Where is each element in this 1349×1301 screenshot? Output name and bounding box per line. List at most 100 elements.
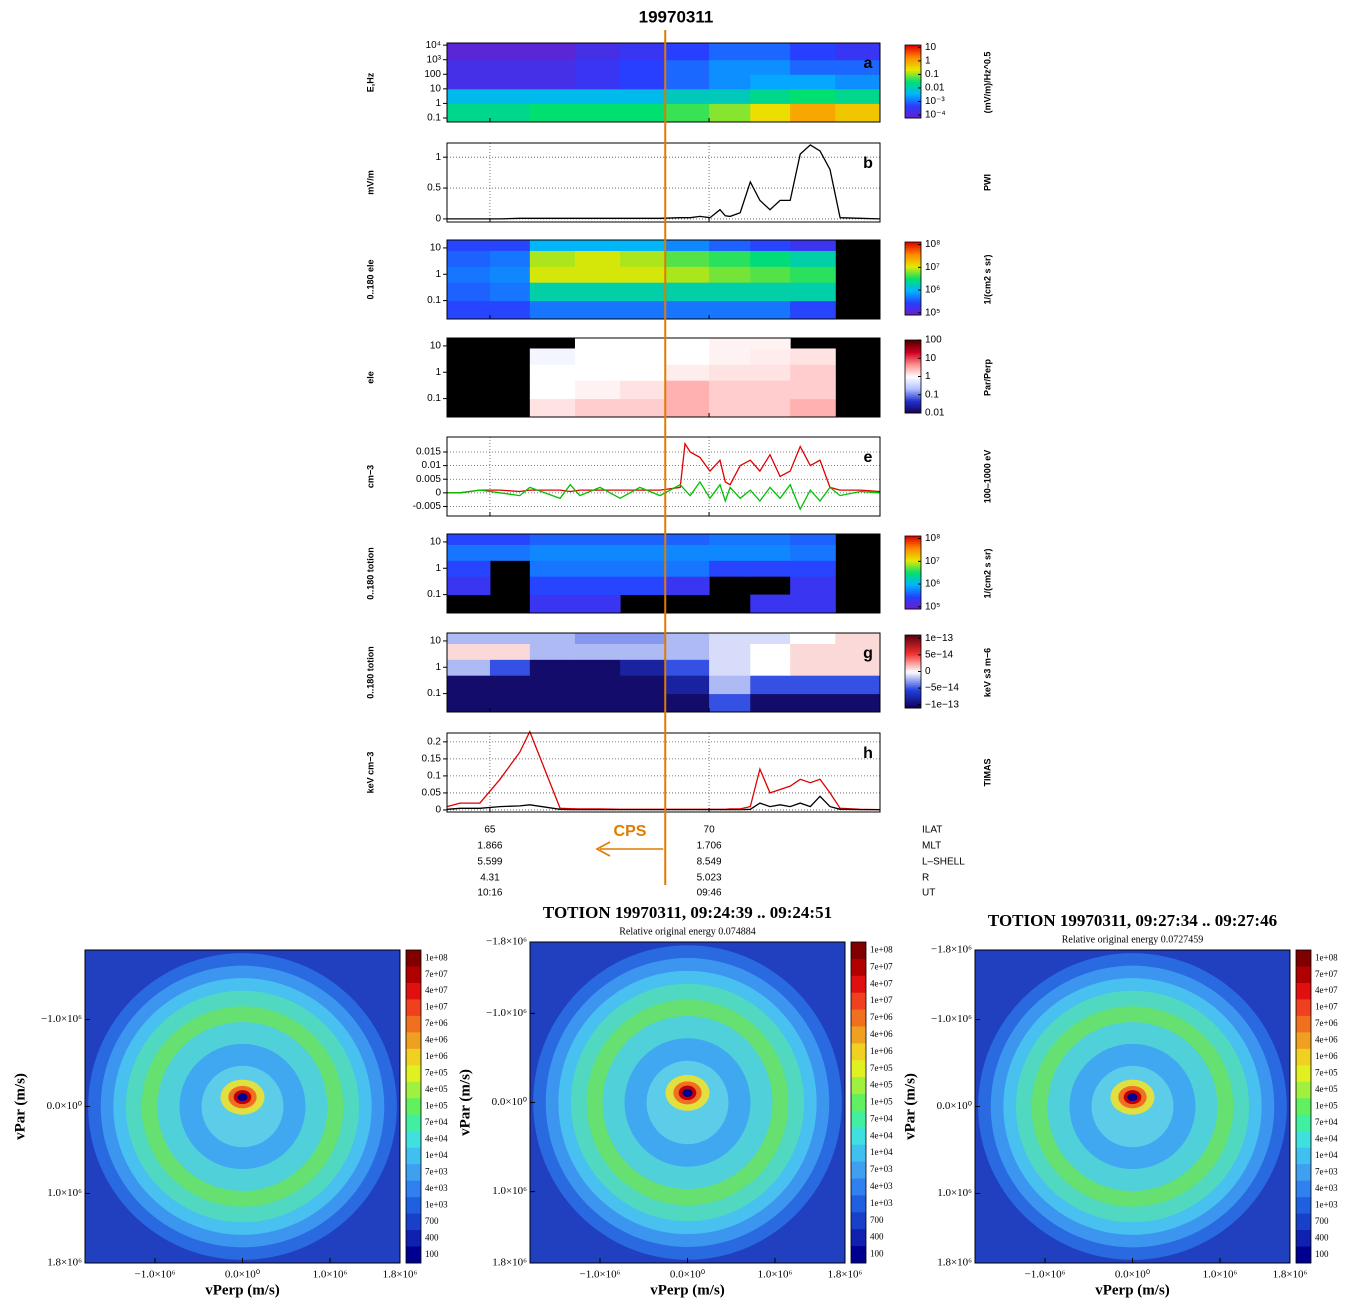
colorbar-level — [851, 1110, 866, 1129]
colorbar-slice — [905, 260, 921, 263]
spectrogram-cell — [750, 74, 791, 90]
x-tick-label: 1.8×10⁶ — [383, 1269, 418, 1281]
colorbar-slice — [905, 282, 921, 285]
colorbar-slice — [905, 695, 921, 698]
x-tick-label: 0.0×10⁰ — [670, 1269, 706, 1281]
spectrogram-cell — [835, 43, 881, 61]
colorbar-slice — [905, 94, 921, 97]
spectrogram-cell — [664, 364, 710, 381]
colorbar-slice — [905, 309, 921, 312]
spectrogram-cell — [835, 74, 881, 90]
colorbar-slice — [905, 642, 921, 645]
y-axis-label: cm−3 — [365, 465, 375, 488]
colorbar-slice — [905, 254, 921, 258]
colorbar-level — [406, 1246, 421, 1264]
colorbar-slice — [905, 398, 921, 401]
spectrogram-cell — [790, 74, 836, 90]
spectrogram-cell — [489, 675, 531, 695]
colorbar-slice — [905, 252, 921, 256]
spectrogram-cell — [709, 300, 751, 320]
y-axis-label: vPar (m/s) — [457, 1069, 473, 1136]
spectrogram-cell — [574, 380, 621, 400]
colorbar-label: 7e+04 — [1315, 1117, 1338, 1127]
colorbar-level — [851, 1229, 866, 1247]
colorbar-slice — [905, 678, 921, 682]
spectrogram-cell — [620, 103, 666, 123]
colorbar-slice — [905, 54, 921, 57]
colorbar-slice — [905, 72, 921, 75]
spectrogram-cell — [790, 544, 836, 561]
colorbar-label: 4e+03 — [870, 1181, 893, 1191]
colorbar-slice — [905, 680, 921, 683]
colorbar-slice — [905, 590, 921, 594]
unit-label: 1/(cm2 s sr) — [982, 254, 992, 304]
colorbar-slice — [905, 263, 921, 267]
colorbar-slice — [905, 570, 921, 573]
spectrogram-cell — [489, 659, 531, 676]
colorbar-slice — [905, 676, 921, 680]
colorbar-slice — [905, 76, 921, 79]
spectrogram-cell — [664, 282, 710, 302]
spectrogram-cell — [620, 576, 666, 596]
colorbar-label: 1e+07 — [425, 1002, 448, 1012]
colorbar-slice — [905, 57, 921, 61]
spectrogram-cell — [574, 633, 621, 644]
colorbar-label: 1e+03 — [425, 1199, 448, 1209]
spectrogram-cell — [574, 364, 621, 381]
y-tick-label: 0.005 — [416, 474, 441, 485]
colorbar-level — [406, 1065, 421, 1083]
spectrogram-cell — [489, 103, 531, 123]
spectrogram-cell — [574, 338, 621, 349]
spectrogram-cell — [574, 266, 621, 283]
plot-title: TOTION 19970311, 09:27:34 .. 09:27:46 — [988, 911, 1277, 930]
colorbar-slice — [905, 283, 921, 287]
colorbar-label: 4e+07 — [870, 978, 893, 988]
spectrogram-cell — [709, 338, 751, 349]
colorbar-label: 7e+03 — [425, 1166, 448, 1176]
colorbar-slice — [905, 645, 921, 649]
spectrogram-cell — [709, 59, 751, 75]
colorbar-level — [406, 1230, 421, 1247]
colorbar-label: 7e+05 — [1315, 1068, 1338, 1078]
colorbar-slice — [905, 693, 921, 696]
colorbar-slice — [905, 45, 921, 48]
spectrogram-cell — [574, 659, 621, 676]
colorbar-slice — [905, 402, 921, 405]
colorbar-slice — [905, 403, 921, 407]
colorbar-slice — [905, 588, 921, 592]
colorbar-level — [406, 1197, 421, 1214]
panel-frame — [446, 632, 881, 713]
spectrogram-cell — [620, 380, 666, 400]
colorbar-label: 4e+06 — [425, 1035, 448, 1045]
colorbar-label: 700 — [425, 1216, 439, 1226]
spectrogram-cell — [750, 43, 791, 61]
colorbar-slice — [905, 644, 921, 647]
colorbar-slice — [905, 347, 921, 350]
spectrogram-cell — [790, 348, 836, 365]
colorbar-slice — [905, 594, 921, 597]
y-tick-label: -0.005 — [413, 501, 442, 512]
colorbar-slice — [905, 63, 921, 66]
colorbar-slice — [905, 343, 921, 346]
spectrogram-cell — [489, 643, 531, 660]
colorbar-label: 1e+07 — [1315, 1002, 1338, 1012]
colorbar-slice — [905, 651, 921, 654]
spectrogram-cell — [750, 675, 791, 695]
colorbar-slice — [905, 365, 921, 368]
spectrogram-cell — [529, 88, 576, 104]
spectrogram-cell — [620, 250, 666, 267]
colorbar-slice — [905, 242, 921, 245]
x-tick-label: 1.0×10⁶ — [758, 1269, 793, 1281]
spectrogram-cell — [664, 103, 710, 123]
spectrogram-cell — [620, 659, 666, 676]
spectrogram-cell — [750, 398, 791, 418]
colorbar-tick-label: 10⁷ — [925, 556, 940, 567]
colorbar-slice — [905, 114, 921, 117]
colorbar-slice — [905, 647, 921, 651]
colorbar-label: 7e+07 — [425, 969, 448, 979]
x-axis-label: vPerp (m/s) — [650, 1282, 725, 1298]
spectrogram-cell — [750, 338, 791, 349]
colorbar-level — [851, 1212, 866, 1230]
colorbar-label: 4e+04 — [425, 1134, 448, 1144]
